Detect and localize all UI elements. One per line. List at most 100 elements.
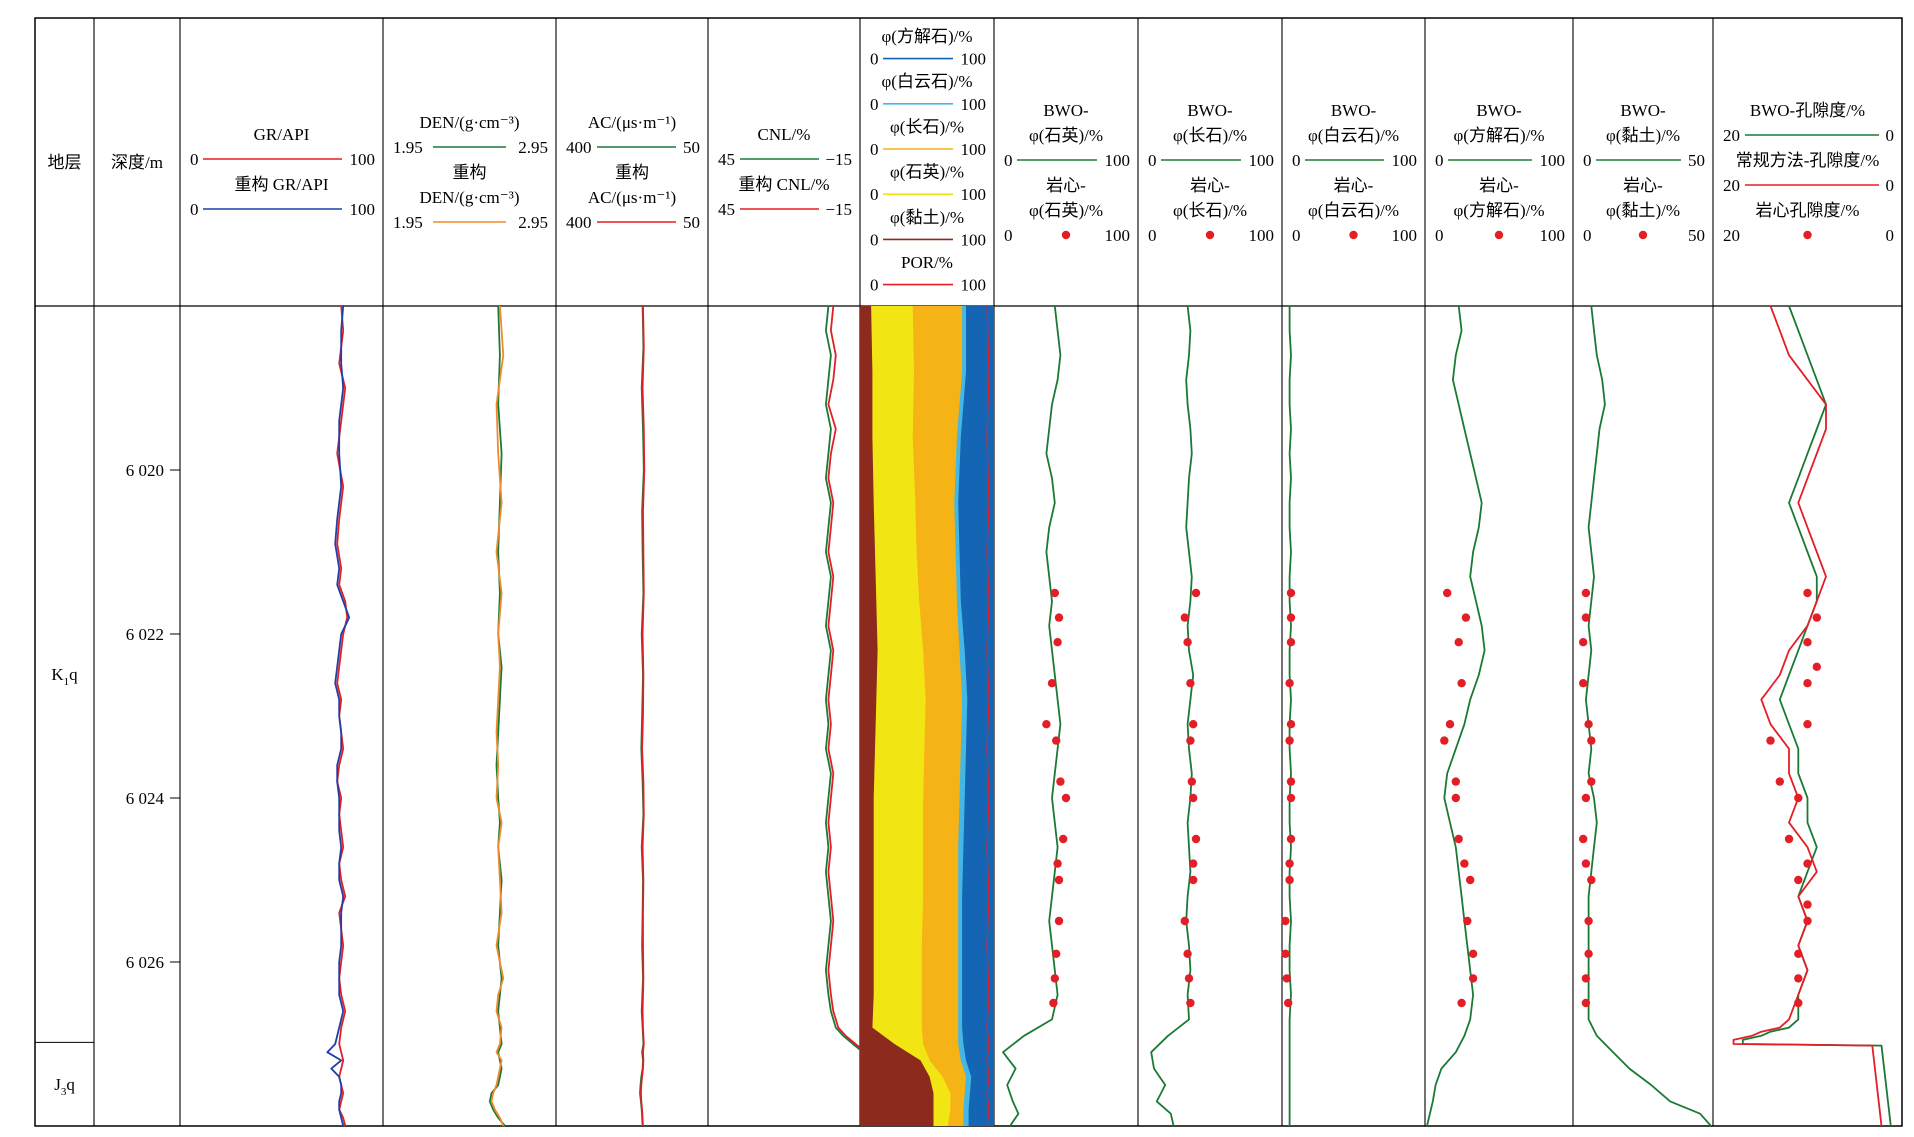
track-header-label: CNL/% — [758, 125, 811, 144]
calcite-core-point — [1454, 638, 1463, 647]
quartz-core-point — [1042, 720, 1051, 729]
clay-core-point — [1587, 777, 1596, 786]
quartz-fill — [860, 306, 951, 1126]
porosity-core-point — [1803, 859, 1812, 868]
track-header-label: 重构 GR/API — [235, 175, 329, 194]
track-header-label: 重构 — [453, 163, 487, 182]
feldspar-core-point — [1183, 638, 1192, 647]
clay-core-point — [1581, 588, 1591, 598]
track-header-label: BWO- — [1331, 101, 1377, 120]
scale-min-label: 0 — [1435, 151, 1444, 170]
calcite-core-point — [1468, 949, 1478, 958]
porosity-core-point — [1794, 998, 1803, 1008]
calcite-green-curve — [1426, 305, 1486, 1127]
clay-core-point — [1587, 875, 1596, 885]
track-header-label: φ(白云石)/% — [1308, 126, 1399, 145]
track-header-label: φ(方解石)/% — [1453, 126, 1544, 145]
track-header-label: DEN/(g·cm⁻³) — [420, 188, 520, 207]
calcite-core-point — [1451, 777, 1461, 786]
feldspar-green-curve — [1150, 305, 1195, 1127]
gr-blue-curve — [326, 305, 351, 1127]
scale-max-label: 2.95 — [518, 138, 548, 157]
track-header-label: AC/(μs·m⁻¹) — [588, 113, 676, 132]
calcite-core-point — [1440, 736, 1449, 745]
track-header-label: BWO- — [1187, 101, 1233, 120]
scale-max-label: 0 — [1886, 176, 1895, 195]
porosity-core-point — [1803, 900, 1812, 909]
track-header-label: BWO-孔隙度/% — [1750, 101, 1865, 120]
dolomite-core-point — [1286, 777, 1296, 786]
clay-core-point — [1587, 736, 1596, 745]
dolomite-core-point — [1286, 720, 1296, 729]
track-header-label: BWO- — [1476, 101, 1522, 120]
dolomite-green-curve — [1288, 306, 1292, 1126]
formation-label: K1q — [51, 665, 78, 688]
dolomite-core-point — [1286, 638, 1296, 647]
depth-tick-label: 6 022 — [126, 625, 164, 644]
scale-max-label: 100 — [961, 276, 987, 295]
clay-core-point — [1581, 974, 1591, 983]
scale-max-label: 50 — [683, 138, 700, 157]
quartz-core-point — [1050, 974, 1060, 983]
feldspar-core-point — [1189, 720, 1198, 729]
scale-min-label: 1.95 — [393, 138, 423, 157]
track-header-label: BWO- — [1620, 101, 1666, 120]
track-header-label: φ(长石)/% — [1173, 201, 1247, 220]
clay-core-point — [1579, 638, 1588, 647]
track-header-label: 岩心- — [1190, 176, 1230, 195]
quartz-core-point — [1054, 875, 1064, 885]
cnl-green-curve — [825, 305, 882, 1127]
scale-max-label: 100 — [1249, 151, 1275, 170]
scale-max-label: 100 — [961, 140, 987, 159]
track-header-label: 重构 CNL/% — [738, 175, 829, 194]
porosity-core-point — [1803, 720, 1812, 729]
porosity-core-point — [1794, 974, 1803, 983]
scale-max-label: −15 — [825, 150, 852, 169]
dolomite-core-point — [1285, 875, 1294, 885]
porosity-core-point — [1812, 613, 1822, 622]
clay-green-curve — [1585, 305, 1712, 1127]
scale-min-label: 0 — [870, 50, 879, 69]
scale-min-label: 0 — [870, 230, 879, 249]
depth-header: 深度/m — [111, 153, 163, 172]
calcite-core-point — [1463, 916, 1472, 926]
scale-max-label: 100 — [1249, 226, 1275, 245]
track-header-label: 重构 — [615, 163, 649, 182]
track-header-label: φ(石英)/% — [1029, 201, 1103, 220]
formation-header: 地层 — [48, 153, 82, 172]
track-header-label: φ(黏土)/% — [1606, 126, 1680, 145]
track-header-label: 岩心- — [1623, 176, 1663, 195]
quartz-core-point — [1053, 859, 1062, 868]
feldspar-core-point — [1180, 613, 1190, 622]
scale-min-label: 0 — [1583, 226, 1592, 245]
quartz-core-point — [1052, 736, 1061, 745]
por-line — [986, 305, 990, 1127]
calcite-core-point — [1466, 875, 1475, 885]
scale-max-label: 100 — [350, 150, 376, 169]
track-header-label: φ(石英)/% — [890, 163, 964, 182]
scale-min-label: 400 — [566, 138, 592, 157]
clay-core-point — [1581, 793, 1591, 803]
scale-min-label: 0 — [870, 185, 879, 204]
scale-max-label: 100 — [961, 50, 987, 69]
scale-min-label: 0 — [1435, 226, 1444, 245]
calcite-core-point — [1443, 588, 1452, 598]
feldspar-core-point — [1187, 777, 1197, 786]
feldspar-core-point — [1183, 949, 1192, 958]
clay-core-point — [1584, 949, 1593, 958]
track-header-label: φ(黏土)/% — [890, 208, 964, 227]
dolomite-core-point — [1285, 736, 1294, 745]
calcite-core-point — [1457, 998, 1466, 1008]
scale-max-label: 50 — [1688, 151, 1705, 170]
porosity-core-point — [1812, 662, 1822, 671]
track-marks — [326, 305, 1892, 1127]
depth-tick-label: 6 020 — [126, 461, 164, 480]
track-header-label: φ(方解石)/% — [1453, 201, 1544, 220]
scale-min-label: 0 — [1292, 226, 1301, 245]
clay-core-point — [1581, 613, 1591, 622]
track-header-label: 常规方法-孔隙度/% — [1736, 151, 1880, 170]
scale-min-label: 0 — [870, 276, 879, 295]
ac-red-curve — [640, 305, 646, 1127]
